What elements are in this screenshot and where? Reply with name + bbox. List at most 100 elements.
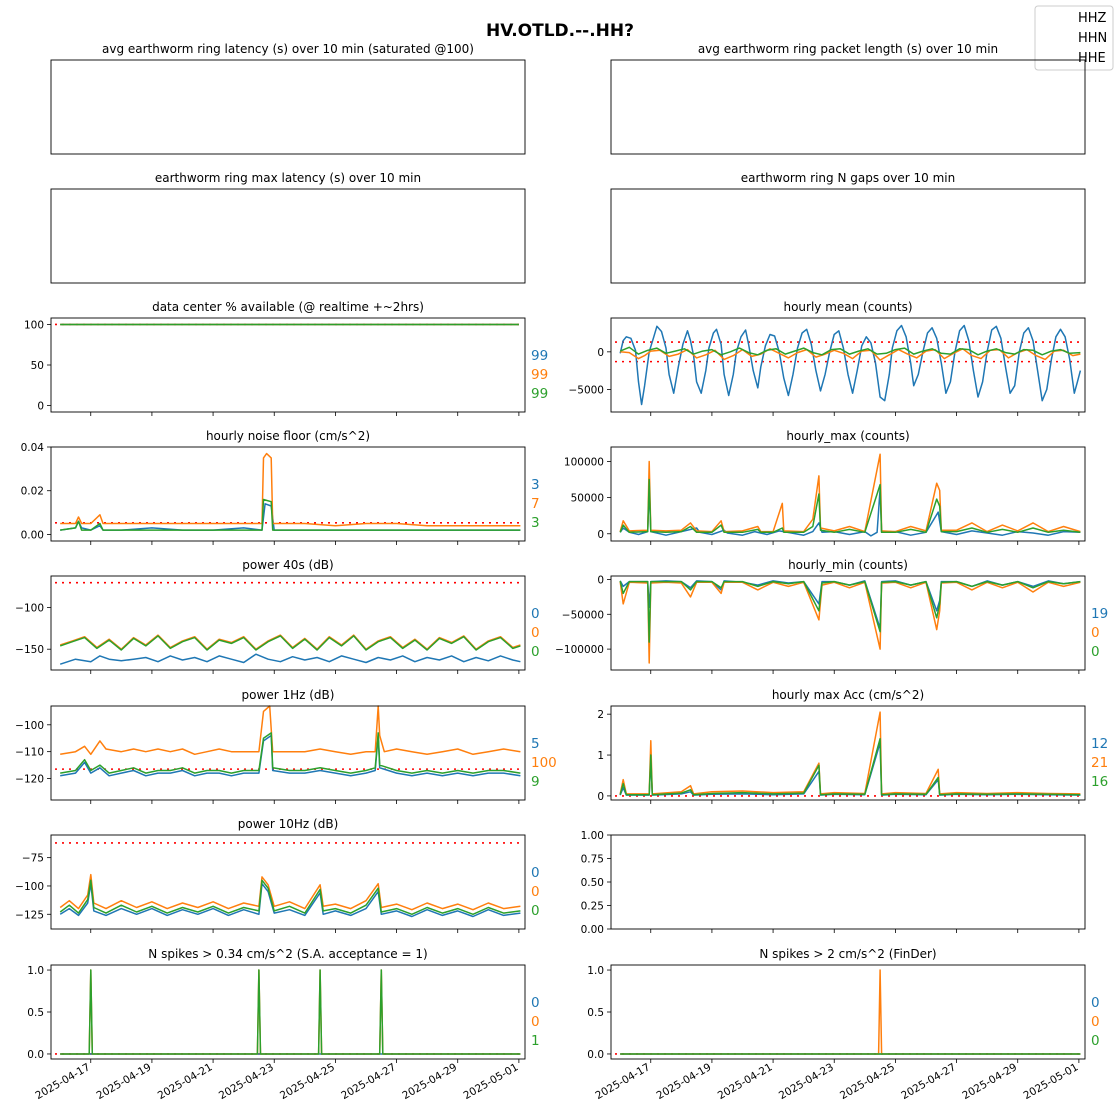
panel-hourly_max: hourly_max (counts) 0 50000 100000: [564, 429, 1086, 545]
side-value-2: 0: [1091, 1033, 1100, 1049]
figure-title: HV.OTLD.--.HH?: [486, 21, 634, 41]
panel-spikes_034: N spikes > 0.34 cm/s^2 (S.A. acceptance …: [27, 947, 539, 1102]
side-value-2: 0: [531, 644, 540, 660]
panel-title: power 10Hz (dB): [238, 817, 339, 831]
side-value-1: 99: [531, 367, 548, 383]
panel-power_10hz: power 10Hz (dB) −75 −100 −125 0 0 0: [15, 817, 540, 933]
y-tick-label: 0: [37, 401, 44, 413]
series-line-2: [59, 879, 521, 916]
side-value-0: 0: [531, 865, 540, 881]
side-value-2: 3: [531, 515, 540, 531]
series-line-1: [60, 969, 521, 1055]
legend: HHZ HHN HHE: [1034, 5, 1114, 71]
axes-frame: [50, 446, 526, 542]
panel-title: earthworm ring N gaps over 10 min: [741, 171, 955, 185]
panel-hourly_mean: hourly mean (counts) −5000 0: [568, 300, 1086, 416]
side-value-2: 0: [1091, 644, 1100, 660]
axes-frame: [50, 964, 526, 1060]
axes-frame: [610, 59, 1086, 155]
y-tick-label: 0.75: [581, 854, 604, 866]
panel-title: hourly noise floor (cm/s^2): [206, 429, 370, 443]
panel-n_gaps: earthworm ring N gaps over 10 min: [610, 171, 1086, 284]
y-tick-label: 2: [597, 709, 604, 721]
axes-frame: [50, 705, 526, 801]
axes-frame: [50, 575, 526, 671]
panels: avg earthworm ring latency (s) over 10 m…: [15, 42, 1108, 1102]
axes-frame: [50, 834, 526, 930]
side-value-2: 99: [531, 386, 548, 402]
series-line-2: [60, 498, 521, 531]
series-line-2: [60, 732, 521, 774]
y-tick-label: −110: [15, 747, 44, 759]
y-tick-label: 0.00: [581, 924, 604, 936]
side-value-1: 100: [531, 755, 557, 771]
x-tick-label: 2025-04-17: [593, 1061, 652, 1102]
series-line-1: [619, 453, 1081, 533]
y-tick-label: 0.04: [21, 442, 45, 454]
panel-title: N spikes > 0.34 cm/s^2 (S.A. acceptance …: [148, 947, 427, 961]
side-value-2: 0: [531, 903, 540, 919]
axes-frame: [610, 705, 1086, 801]
panel-max_latency: earthworm ring max latency (s) over 10 m…: [50, 171, 526, 284]
x-tick-label: 2025-05-01: [462, 1061, 521, 1102]
panel-title: hourly_max (counts): [786, 429, 909, 443]
side-value-1: 21: [1091, 755, 1108, 771]
y-tick-label: −75: [22, 853, 44, 865]
series-line-1: [60, 452, 521, 527]
panel-power_1hz: power 1Hz (dB) −100 −110 −120 5 100 9: [15, 688, 557, 804]
panel-hourly_min: hourly_min (counts) 0 −50000 −100000 19 0 0: [555, 558, 1108, 674]
legend-entry-hhe: HHE: [1078, 51, 1106, 66]
y-tick-label: 1.0: [587, 965, 604, 977]
series-line-2: [60, 969, 521, 1055]
panel-title: hourly_min (counts): [788, 558, 908, 572]
axes-frame: [50, 59, 526, 155]
y-tick-label: −100: [15, 881, 44, 893]
series-line-1: [620, 969, 1081, 1055]
side-value-0: 0: [1091, 995, 1100, 1011]
series-line-1: [60, 705, 521, 756]
panel-title: hourly mean (counts): [783, 300, 912, 314]
x-tick-label: 2025-04-25: [278, 1061, 337, 1102]
y-tick-label: 0.02: [21, 486, 44, 498]
panel-title: power 1Hz (dB): [242, 688, 335, 702]
series-line-2: [619, 346, 1081, 356]
panel-title: earthworm ring max latency (s) over 10 m…: [155, 171, 421, 185]
y-tick-label: 0: [597, 347, 604, 359]
panel-avg_latency: avg earthworm ring latency (s) over 10 m…: [50, 42, 526, 155]
y-tick-label: 50000: [571, 493, 604, 505]
side-value-0: 19: [1091, 606, 1108, 622]
axes-frame: [50, 317, 526, 413]
panel-title: avg earthworm ring latency (s) over 10 m…: [102, 42, 474, 56]
side-value-0: 99: [531, 348, 548, 364]
panel-title: hourly max Acc (cm/s^2): [772, 688, 924, 702]
panel-spikes_2: N spikes > 2 cm/s^2 (FinDer) 0.0 0.5 1.0 202…: [587, 947, 1099, 1102]
panel-title: N spikes > 2 cm/s^2 (FinDer): [759, 947, 936, 961]
series-line-2: [619, 478, 1081, 534]
series-line-0: [59, 653, 521, 665]
y-tick-label: 0.00: [21, 529, 44, 541]
axes-frame: [610, 188, 1086, 284]
x-tick-label: 2025-05-01: [1022, 1061, 1081, 1102]
panel-title: avg earthworm ring packet length (s) ove…: [698, 42, 998, 56]
y-tick-label: 0: [597, 574, 604, 586]
y-tick-label: 0.50: [581, 877, 604, 889]
y-tick-label: −125: [15, 909, 44, 921]
x-tick-label: 2025-04-23: [217, 1061, 276, 1102]
x-tick-label: 2025-04-19: [655, 1061, 714, 1102]
side-value-0: 5: [531, 736, 540, 752]
x-tick-label: 2025-04-29: [960, 1061, 1019, 1102]
series-line-2: [619, 580, 1081, 643]
side-value-1: 0: [531, 884, 540, 900]
x-tick-label: 2025-04-19: [95, 1061, 154, 1102]
y-tick-label: 1.00: [581, 830, 604, 842]
series-line-1: [59, 873, 521, 911]
y-tick-label: 100000: [564, 456, 604, 468]
y-tick-label: −120: [15, 774, 44, 786]
side-value-1: 7: [531, 496, 540, 512]
y-tick-label: 0.5: [27, 1007, 44, 1019]
y-tick-label: 0.25: [581, 901, 604, 913]
axes-frame: [610, 446, 1086, 542]
y-tick-label: 0.0: [587, 1049, 604, 1061]
